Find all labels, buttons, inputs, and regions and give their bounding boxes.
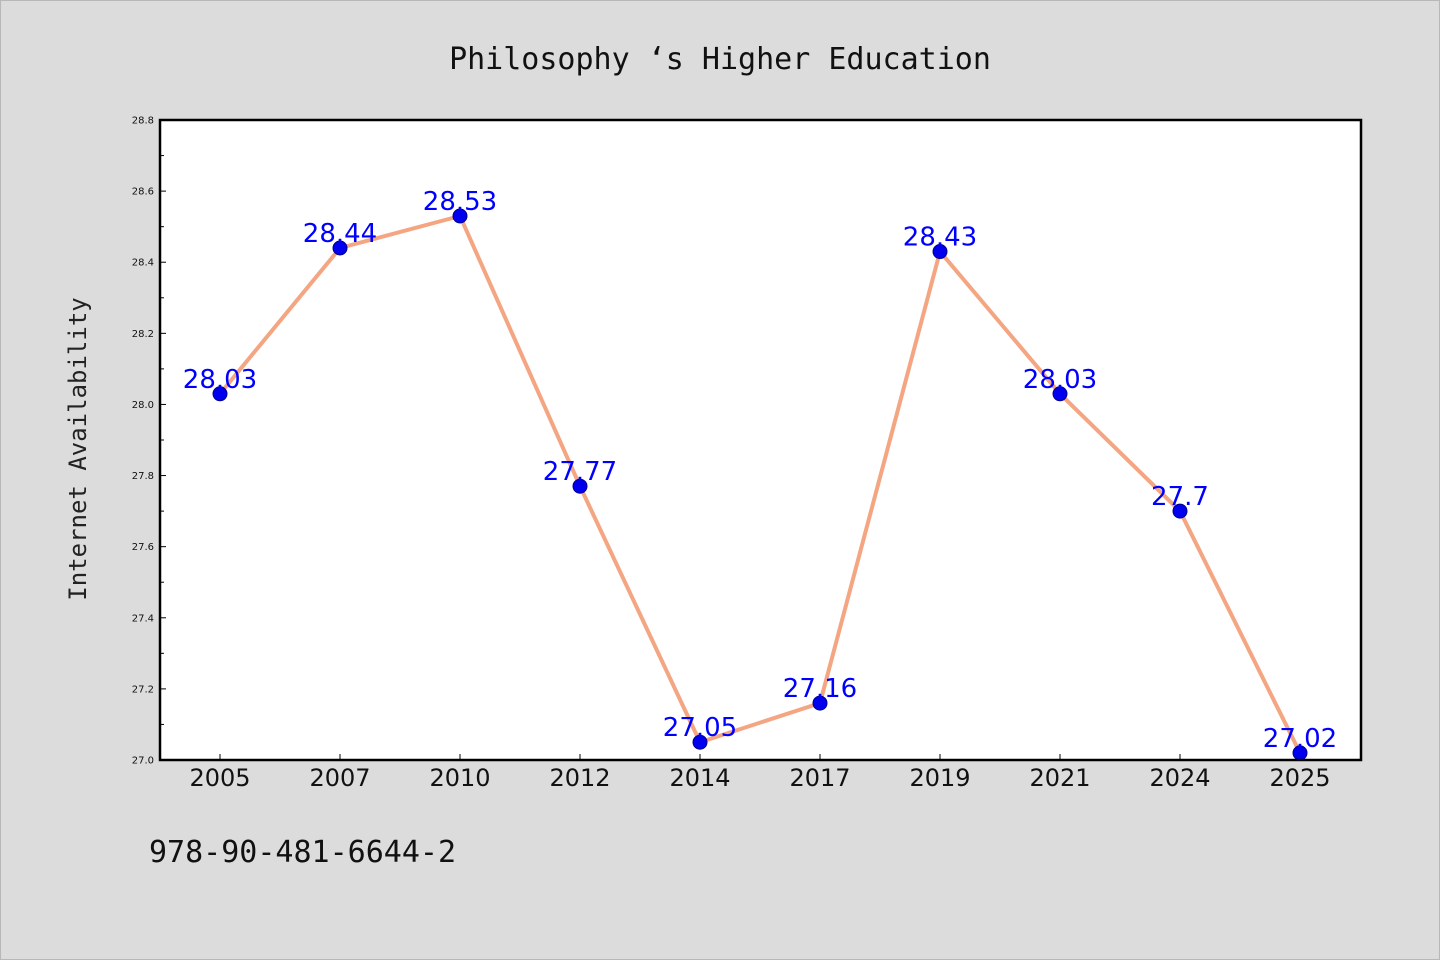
data-point <box>1172 503 1188 519</box>
y-tick-label: 28.8 <box>132 116 154 127</box>
x-tick-label: 2017 <box>789 764 850 792</box>
y-tick-label: 28.4 <box>132 258 154 269</box>
plot-area <box>160 120 1361 760</box>
data-point <box>332 240 348 256</box>
y-tick-label: 27.0 <box>132 756 154 767</box>
data-label: 27.16 <box>783 674 857 704</box>
data-label: 27.7 <box>1151 482 1209 512</box>
y-tick-label: 27.6 <box>132 542 154 553</box>
series-layer: 28.03 28.44 28.53 27.77 27.05 27.16 28.43 28.03… <box>183 187 1337 761</box>
footer-code: 978-90-481-6644-2 <box>149 835 457 870</box>
data-point <box>1052 386 1068 402</box>
x-tick-label: 2010 <box>429 764 490 792</box>
chart-title: Philosophy ‘s Higher Education <box>449 42 991 77</box>
data-label: 28.03 <box>183 365 257 395</box>
x-tick-label: 2024 <box>1149 764 1210 792</box>
data-point <box>692 734 708 750</box>
y-axis-label: Internet Availability <box>64 297 92 600</box>
x-tick-label: 2019 <box>909 764 970 792</box>
data-label: 27.77 <box>543 457 617 487</box>
x-tick-label: 2005 <box>189 764 250 792</box>
data-label: 27.02 <box>1263 724 1337 754</box>
data-point <box>812 695 828 711</box>
y-tick-label: 27.2 <box>132 684 154 695</box>
x-tick-label: 2025 <box>1269 764 1330 792</box>
x-axis-ticks: 2005 2007 2010 2012 2014 2017 2019 2021 2024 2025 <box>189 754 1331 792</box>
data-point <box>212 386 228 402</box>
x-tick-label: 2012 <box>549 764 610 792</box>
data-point <box>572 478 588 494</box>
x-tick-label: 2021 <box>1029 764 1090 792</box>
data-label: 28.44 <box>303 219 377 249</box>
y-tick-label: 28.0 <box>132 400 154 411</box>
data-label: 28.43 <box>903 223 977 253</box>
y-tick-label: 28.2 <box>132 329 154 340</box>
x-tick-label: 2007 <box>309 764 370 792</box>
x-tick-label: 2014 <box>669 764 730 792</box>
data-label: 27.05 <box>663 713 737 743</box>
data-point <box>932 244 948 260</box>
data-label: 28.53 <box>423 187 497 217</box>
y-tick-label: 27.4 <box>132 613 154 624</box>
y-tick-label: 27.8 <box>132 471 154 482</box>
plot-frame <box>158 118 1363 762</box>
y-tick-label: 28.6 <box>132 187 154 198</box>
data-label: 28.03 <box>1023 365 1097 395</box>
data-point <box>452 208 468 224</box>
series-line <box>218 214 1302 755</box>
